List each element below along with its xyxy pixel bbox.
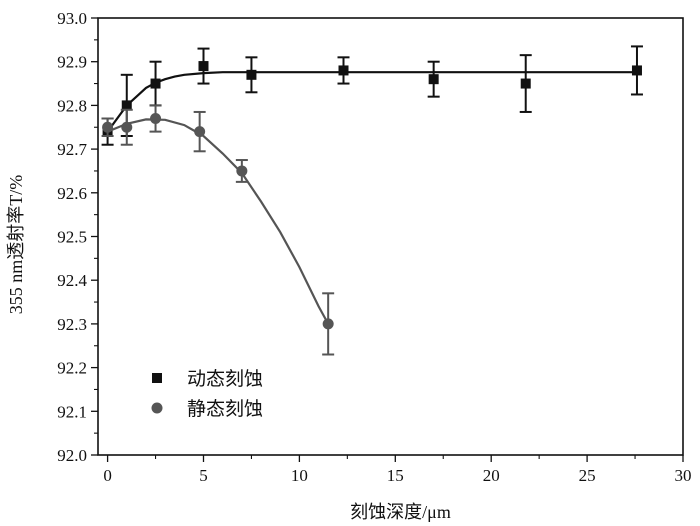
- data-point: [631, 65, 642, 76]
- y-tick-label: 92.5: [57, 228, 87, 247]
- data-point: [121, 121, 133, 133]
- y-tick-label: 93.0: [57, 9, 87, 28]
- y-tick-label: 92.8: [57, 96, 87, 115]
- y-tick-label: 92.2: [57, 359, 87, 378]
- data-point: [150, 78, 161, 89]
- x-tick-label: 15: [387, 466, 404, 485]
- data-point: [194, 126, 206, 138]
- data-point: [246, 69, 257, 80]
- plot-frame: [97, 17, 684, 456]
- axes: 0 5 10 15 20 25 30 92.0 92.1 92.2 92.3 92.4 92.5 92.6…: [6, 9, 692, 522]
- y-axis-title: 355 nm透射率T/%: [6, 175, 26, 315]
- x-tick-label: 5: [199, 466, 208, 485]
- data-point: [121, 100, 132, 111]
- data-point: [322, 318, 334, 330]
- data-point: [520, 78, 531, 89]
- x-tick-label: 25: [579, 466, 596, 485]
- data-point: [198, 61, 209, 72]
- fit-curve: [106, 71, 637, 133]
- x-tick-label: 20: [483, 466, 500, 485]
- legend-label: 静态刻蚀: [187, 398, 263, 420]
- y-tick-label: 92.3: [57, 315, 87, 334]
- y-tick-label: 92.6: [57, 184, 87, 203]
- data-point: [338, 65, 349, 76]
- data-point: [102, 121, 114, 133]
- data-point: [150, 113, 162, 125]
- series-dynamic: [101, 45, 643, 146]
- legend-label: 动态刻蚀: [187, 368, 263, 390]
- legend-marker: [152, 373, 162, 383]
- data-point: [428, 74, 439, 85]
- x-tick-label: 0: [103, 466, 112, 485]
- series-layer: [101, 45, 643, 356]
- y-tick-label: 92.0: [57, 446, 87, 465]
- y-tick-label: 92.9: [57, 53, 87, 72]
- legend-item: 动态刻蚀: [152, 368, 263, 390]
- x-axis-title: 刻蚀深度/μm: [350, 502, 451, 522]
- y-tick-label: 92.1: [57, 402, 87, 421]
- data-point: [236, 165, 248, 177]
- series-static: [101, 104, 335, 356]
- y-tick-label: 92.4: [57, 271, 87, 290]
- y-tick-label: 92.7: [57, 140, 87, 159]
- x-tick-label: 30: [675, 466, 692, 485]
- x-tick-label: 10: [291, 466, 308, 485]
- legend-marker: [151, 402, 163, 414]
- legend-item: 静态刻蚀: [151, 398, 263, 420]
- fit-curve: [107, 118, 330, 325]
